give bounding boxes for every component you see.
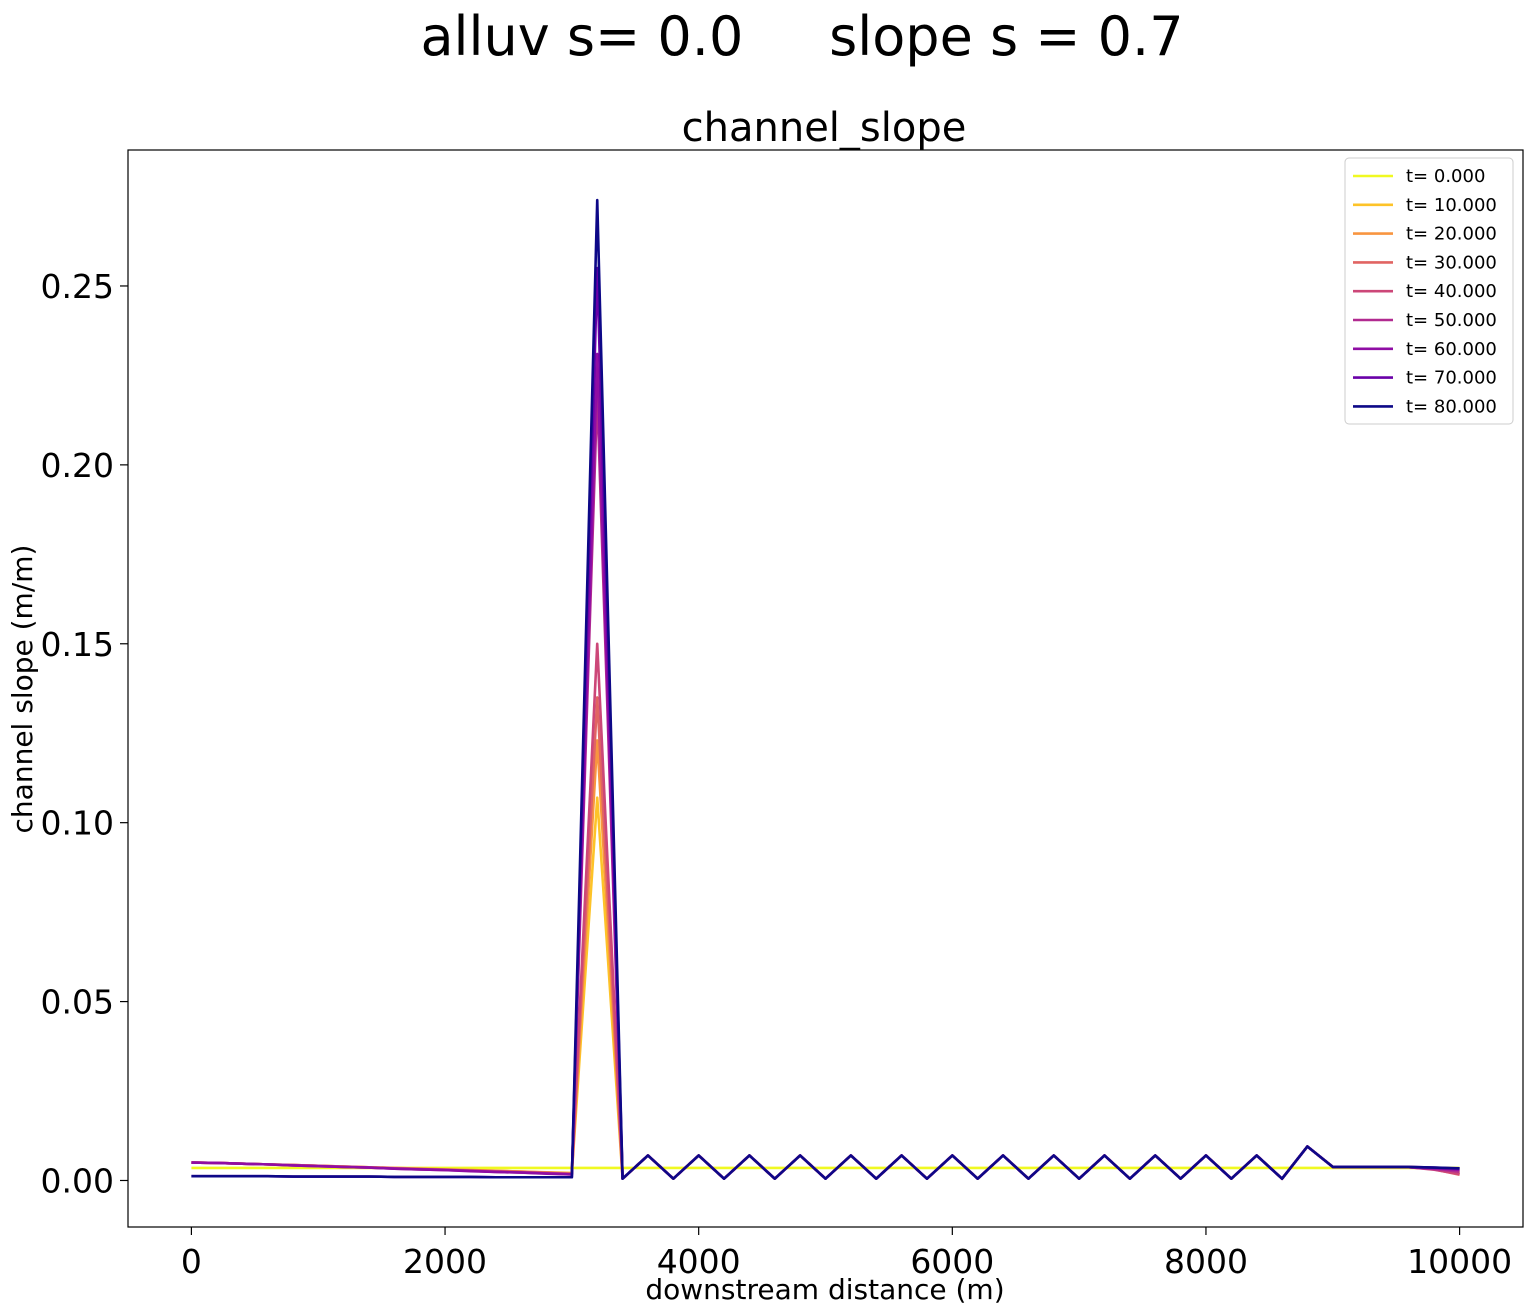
x-tick-label: 4000: [657, 1242, 741, 1281]
y-tick-label: 0.10: [41, 804, 114, 843]
plot-frame: [127, 149, 1524, 1228]
y-axis-label: channel slope (m/m): [6, 545, 39, 834]
y-tick-label: 0.25: [41, 267, 114, 306]
x-axis: 0 2000 4000 6000 8000 10000: [181, 1227, 1512, 1281]
x-axis-label: downstream distance (m): [645, 1273, 1004, 1306]
legend-entry-label: t= 40.000: [1406, 281, 1497, 302]
x-tick-label: 8000: [1164, 1242, 1248, 1281]
y-axis: 0.00 0.05 0.10 0.15 0.20 0.25: [41, 267, 128, 1200]
chart-title: channel_slope: [682, 105, 967, 151]
legend-entry-label: t= 80.000: [1406, 396, 1497, 417]
legend-box: [1344, 157, 1514, 425]
series-line-8: [191, 198, 1460, 1180]
x-tick-label: 10000: [1407, 1242, 1512, 1281]
legend-entry-label: t= 10.000: [1406, 195, 1497, 216]
y-tick-label: 0.20: [41, 446, 114, 485]
x-tick-label: 6000: [910, 1242, 994, 1281]
legend-entry-label: t= 20.000: [1406, 224, 1497, 245]
y-tick-label: 0.15: [41, 625, 114, 664]
y-tick-label: 0.00: [41, 1161, 114, 1200]
figure-suptitle: alluv s= 0.0 slope s = 0.7: [420, 5, 1183, 68]
x-tick-label: 0: [181, 1242, 202, 1281]
legend-entry-label: t= 50.000: [1406, 310, 1497, 331]
legend-entry-label: t= 0.000: [1406, 166, 1485, 187]
legend: t= 0.000 t= 10.000 t= 20.000 t= 30.000 t= 40…: [1344, 157, 1514, 425]
legend-entry-label: t= 70.000: [1406, 368, 1497, 389]
x-tick-label: 2000: [403, 1242, 487, 1281]
legend-entry-label: t= 60.000: [1406, 339, 1497, 360]
legend-entry-label: t= 30.000: [1406, 252, 1497, 273]
y-tick-label: 0.05: [41, 983, 114, 1022]
series-layer: [191, 198, 1460, 1180]
